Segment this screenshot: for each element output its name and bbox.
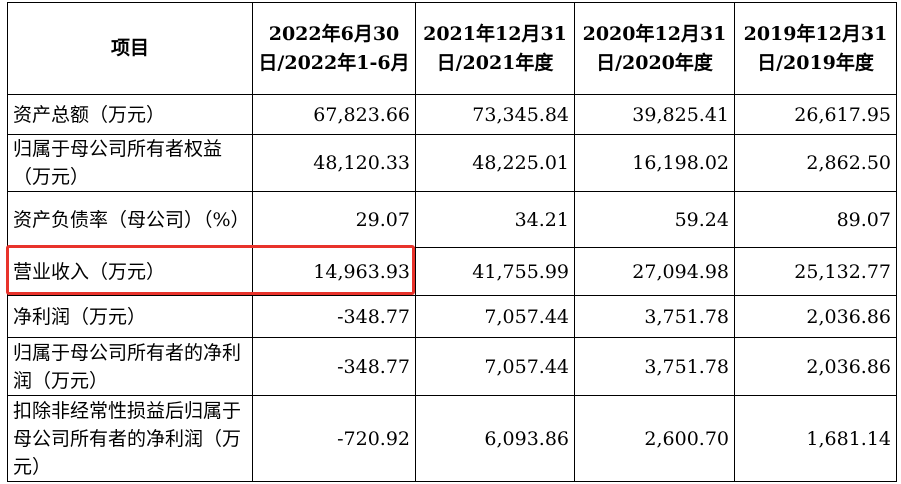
- cell-value: 67,823.66: [252, 94, 416, 135]
- cell-value: 2,036.86: [734, 295, 897, 338]
- cell-value: 48,120.33: [252, 134, 416, 192]
- header-item: 项目: [7, 2, 253, 95]
- cell-value: 16,198.02: [574, 134, 735, 192]
- table-row-parent-net-profit: 归属于母公司所有者的净利润（万元） -348.77 7,057.44 3,751…: [7, 337, 897, 396]
- cell-value: 3,751.78: [574, 337, 735, 396]
- cell-value: 6,093.86: [415, 395, 575, 482]
- financial-data-table: 项目 2022年6月30日/2022年1-6月 2021年12月31日/2021…: [7, 2, 897, 482]
- cell-value: 7,057.44: [415, 337, 575, 396]
- table-row-deducted-net-profit: 扣除非经常性损益后归属于母公司所有者的净利润（万元） -720.92 6,093…: [7, 395, 897, 482]
- row-label: 营业收入（万元）: [7, 247, 253, 296]
- table-row-revenue: 营业收入（万元） 14,963.93 41,755.99 27,094.98 2…: [7, 247, 897, 296]
- table-row-parent-equity: 归属于母公司所有者权益（万元） 48,120.33 48,225.01 16,1…: [7, 134, 897, 192]
- row-label: 归属于母公司所有者权益（万元）: [7, 134, 253, 192]
- header-2021: 2021年12月31日/2021年度: [415, 2, 575, 95]
- table-row-debt-ratio: 资产负债率（母公司）（%） 29.07 34.21 59.24 89.07: [7, 191, 897, 248]
- cell-value: 3,751.78: [574, 295, 735, 338]
- cell-value: 25,132.77: [734, 247, 897, 296]
- cell-value: -348.77: [252, 337, 416, 396]
- cell-value: 48,225.01: [415, 134, 575, 192]
- cell-value: 41,755.99: [415, 247, 575, 296]
- cell-value: 2,862.50: [734, 134, 897, 192]
- cell-value: 34.21: [415, 191, 575, 248]
- row-label: 归属于母公司所有者的净利润（万元）: [7, 337, 253, 396]
- cell-value: 2,036.86: [734, 337, 897, 396]
- cell-value: 89.07: [734, 191, 897, 248]
- table-header-row: 项目 2022年6月30日/2022年1-6月 2021年12月31日/2021…: [7, 2, 897, 95]
- cell-value: 39,825.41: [574, 94, 735, 135]
- header-2019: 2019年12月31日/2019年度: [734, 2, 897, 95]
- header-2020: 2020年12月31日/2020年度: [574, 2, 735, 95]
- cell-value: 73,345.84: [415, 94, 575, 135]
- cell-value: 14,963.93: [252, 247, 416, 296]
- cell-value: 7,057.44: [415, 295, 575, 338]
- cell-value: 27,094.98: [574, 247, 735, 296]
- row-label: 资产负债率（母公司）（%）: [7, 191, 253, 248]
- row-label: 资产总额（万元）: [7, 94, 253, 135]
- header-2022h1: 2022年6月30日/2022年1-6月: [252, 2, 416, 95]
- row-label: 净利润（万元）: [7, 295, 253, 338]
- table-row-total-assets: 资产总额（万元） 67,823.66 73,345.84 39,825.41 2…: [7, 94, 897, 135]
- cell-value: 2,600.70: [574, 395, 735, 482]
- cell-value: -348.77: [252, 295, 416, 338]
- cell-value: 1,681.14: [734, 395, 897, 482]
- cell-value: -720.92: [252, 395, 416, 482]
- cell-value: 29.07: [252, 191, 416, 248]
- table-row-net-profit: 净利润（万元） -348.77 7,057.44 3,751.78 2,036.…: [7, 295, 897, 338]
- cell-value: 26,617.95: [734, 94, 897, 135]
- row-label: 扣除非经常性损益后归属于母公司所有者的净利润（万元）: [7, 395, 253, 482]
- cell-value: 59.24: [574, 191, 735, 248]
